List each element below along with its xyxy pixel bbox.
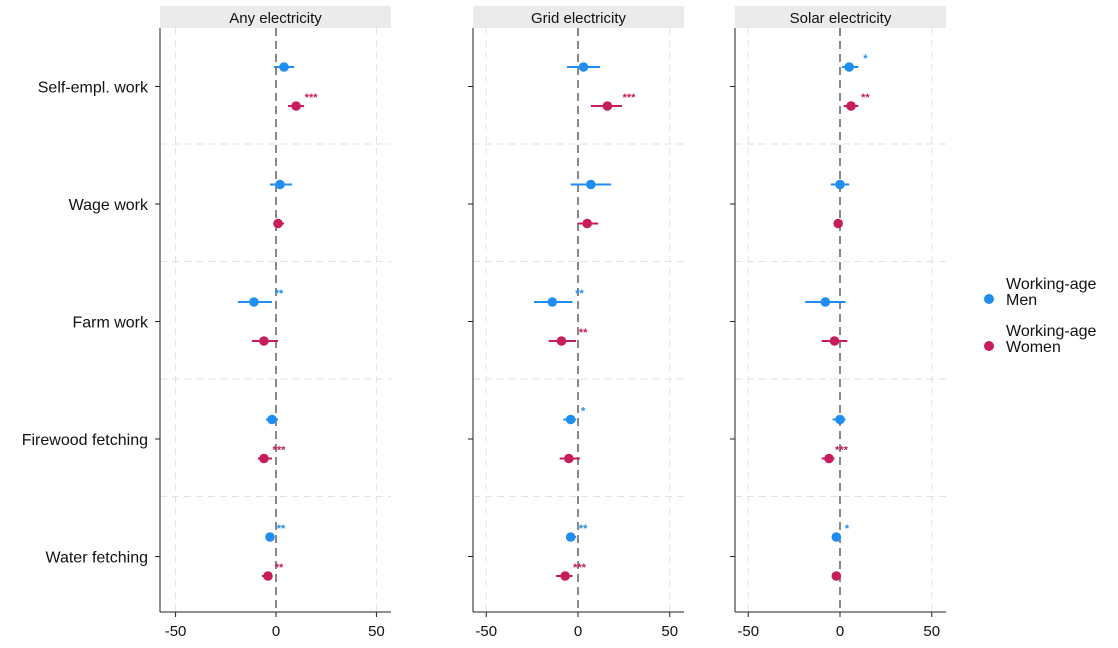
significance-stars: **: [277, 523, 286, 535]
legend-label-line2: Men: [1006, 292, 1037, 309]
men-estimate-point: [586, 179, 596, 190]
facet-title: Solar electricity: [790, 10, 892, 27]
x-tick-label: -50: [737, 623, 759, 640]
category-label: Water fetching: [45, 550, 148, 567]
women-estimate-point: [560, 571, 570, 581]
category-axis: Self-empl. work Wage work Farm work Firewoo…: [22, 80, 149, 567]
category-label: Firewood fetching: [22, 432, 148, 449]
men-estimate-point: [835, 179, 845, 190]
women-estimate-point: [263, 571, 273, 581]
women-estimate-point: [556, 336, 567, 346]
legend-label-line2: Women: [1006, 339, 1061, 356]
men-estimate-point: [267, 414, 277, 425]
x-tick-label: 0: [574, 623, 582, 640]
men-estimate-point: [565, 414, 576, 425]
men-estimate-point: [249, 297, 259, 307]
significance-stars: **: [579, 523, 588, 535]
panel-2: Grid electricity-50 0 50*************: [468, 6, 684, 640]
significance-stars: **: [275, 562, 284, 574]
men-estimate-point: [565, 532, 576, 542]
men-estimate-point: [820, 297, 831, 307]
facet-header: [735, 6, 946, 28]
x-tick-label: 0: [836, 623, 844, 640]
women-estimate-point: [564, 453, 574, 464]
significance-stars: *: [581, 406, 586, 418]
women-estimate-point: [829, 336, 840, 346]
women-estimate-point: [833, 218, 843, 229]
men-estimate-point: [275, 179, 285, 190]
significance-stars: **: [861, 92, 870, 104]
facet-header: [473, 6, 684, 28]
facet-header: [160, 6, 391, 28]
women-estimate-point: [273, 218, 283, 229]
panels-layer: Any electricity-50 0 50************Grid el…: [155, 6, 946, 640]
x-tick-label: 0: [272, 623, 280, 640]
category-label: Self-empl. work: [38, 80, 149, 97]
women-estimate-point: [602, 101, 613, 111]
legend-label-line1: Working-age: [1006, 276, 1097, 293]
women-estimate-point: [291, 101, 301, 111]
panel-3: Solar electricity-50 0 50*******: [730, 6, 946, 640]
significance-stars: *: [863, 53, 868, 65]
panel-1: Any electricity-50 0 50************: [155, 6, 391, 640]
women-estimate-point: [831, 571, 842, 581]
x-tick-label: 50: [661, 623, 678, 640]
significance-stars: *: [845, 523, 850, 535]
x-tick-label: -50: [165, 623, 187, 640]
men-estimate-point: [578, 62, 589, 72]
facet-title: Grid electricity: [531, 10, 627, 27]
legend-marker-women: [984, 341, 994, 351]
men-estimate-point: [279, 62, 289, 72]
significance-stars: ***: [305, 92, 319, 104]
men-estimate-point: [265, 532, 275, 542]
category-label: Wage work: [69, 197, 149, 214]
legend-marker-men: [984, 294, 994, 304]
x-tick-label: 50: [923, 623, 940, 640]
significance-stars: ***: [573, 562, 587, 574]
men-estimate-point: [844, 62, 854, 72]
significance-stars: ***: [623, 92, 637, 104]
significance-stars: **: [275, 288, 284, 300]
women-estimate-point: [259, 453, 269, 464]
significance-stars: ***: [273, 445, 287, 457]
men-estimate-point: [835, 414, 845, 425]
category-label: Farm work: [72, 315, 149, 332]
x-tick-label: 50: [368, 623, 385, 640]
significance-stars: **: [579, 327, 588, 339]
facet-title: Any electricity: [229, 10, 322, 27]
x-tick-label: -50: [475, 623, 497, 640]
women-estimate-point: [846, 101, 856, 111]
men-estimate-point: [831, 532, 842, 542]
men-estimate-point: [547, 297, 558, 307]
women-estimate-point: [824, 453, 834, 464]
significance-stars: ***: [835, 445, 849, 457]
women-estimate-point: [582, 218, 592, 229]
significance-stars: **: [575, 288, 584, 300]
legend-label-line1: Working-age: [1006, 323, 1097, 340]
women-estimate-point: [259, 336, 269, 346]
